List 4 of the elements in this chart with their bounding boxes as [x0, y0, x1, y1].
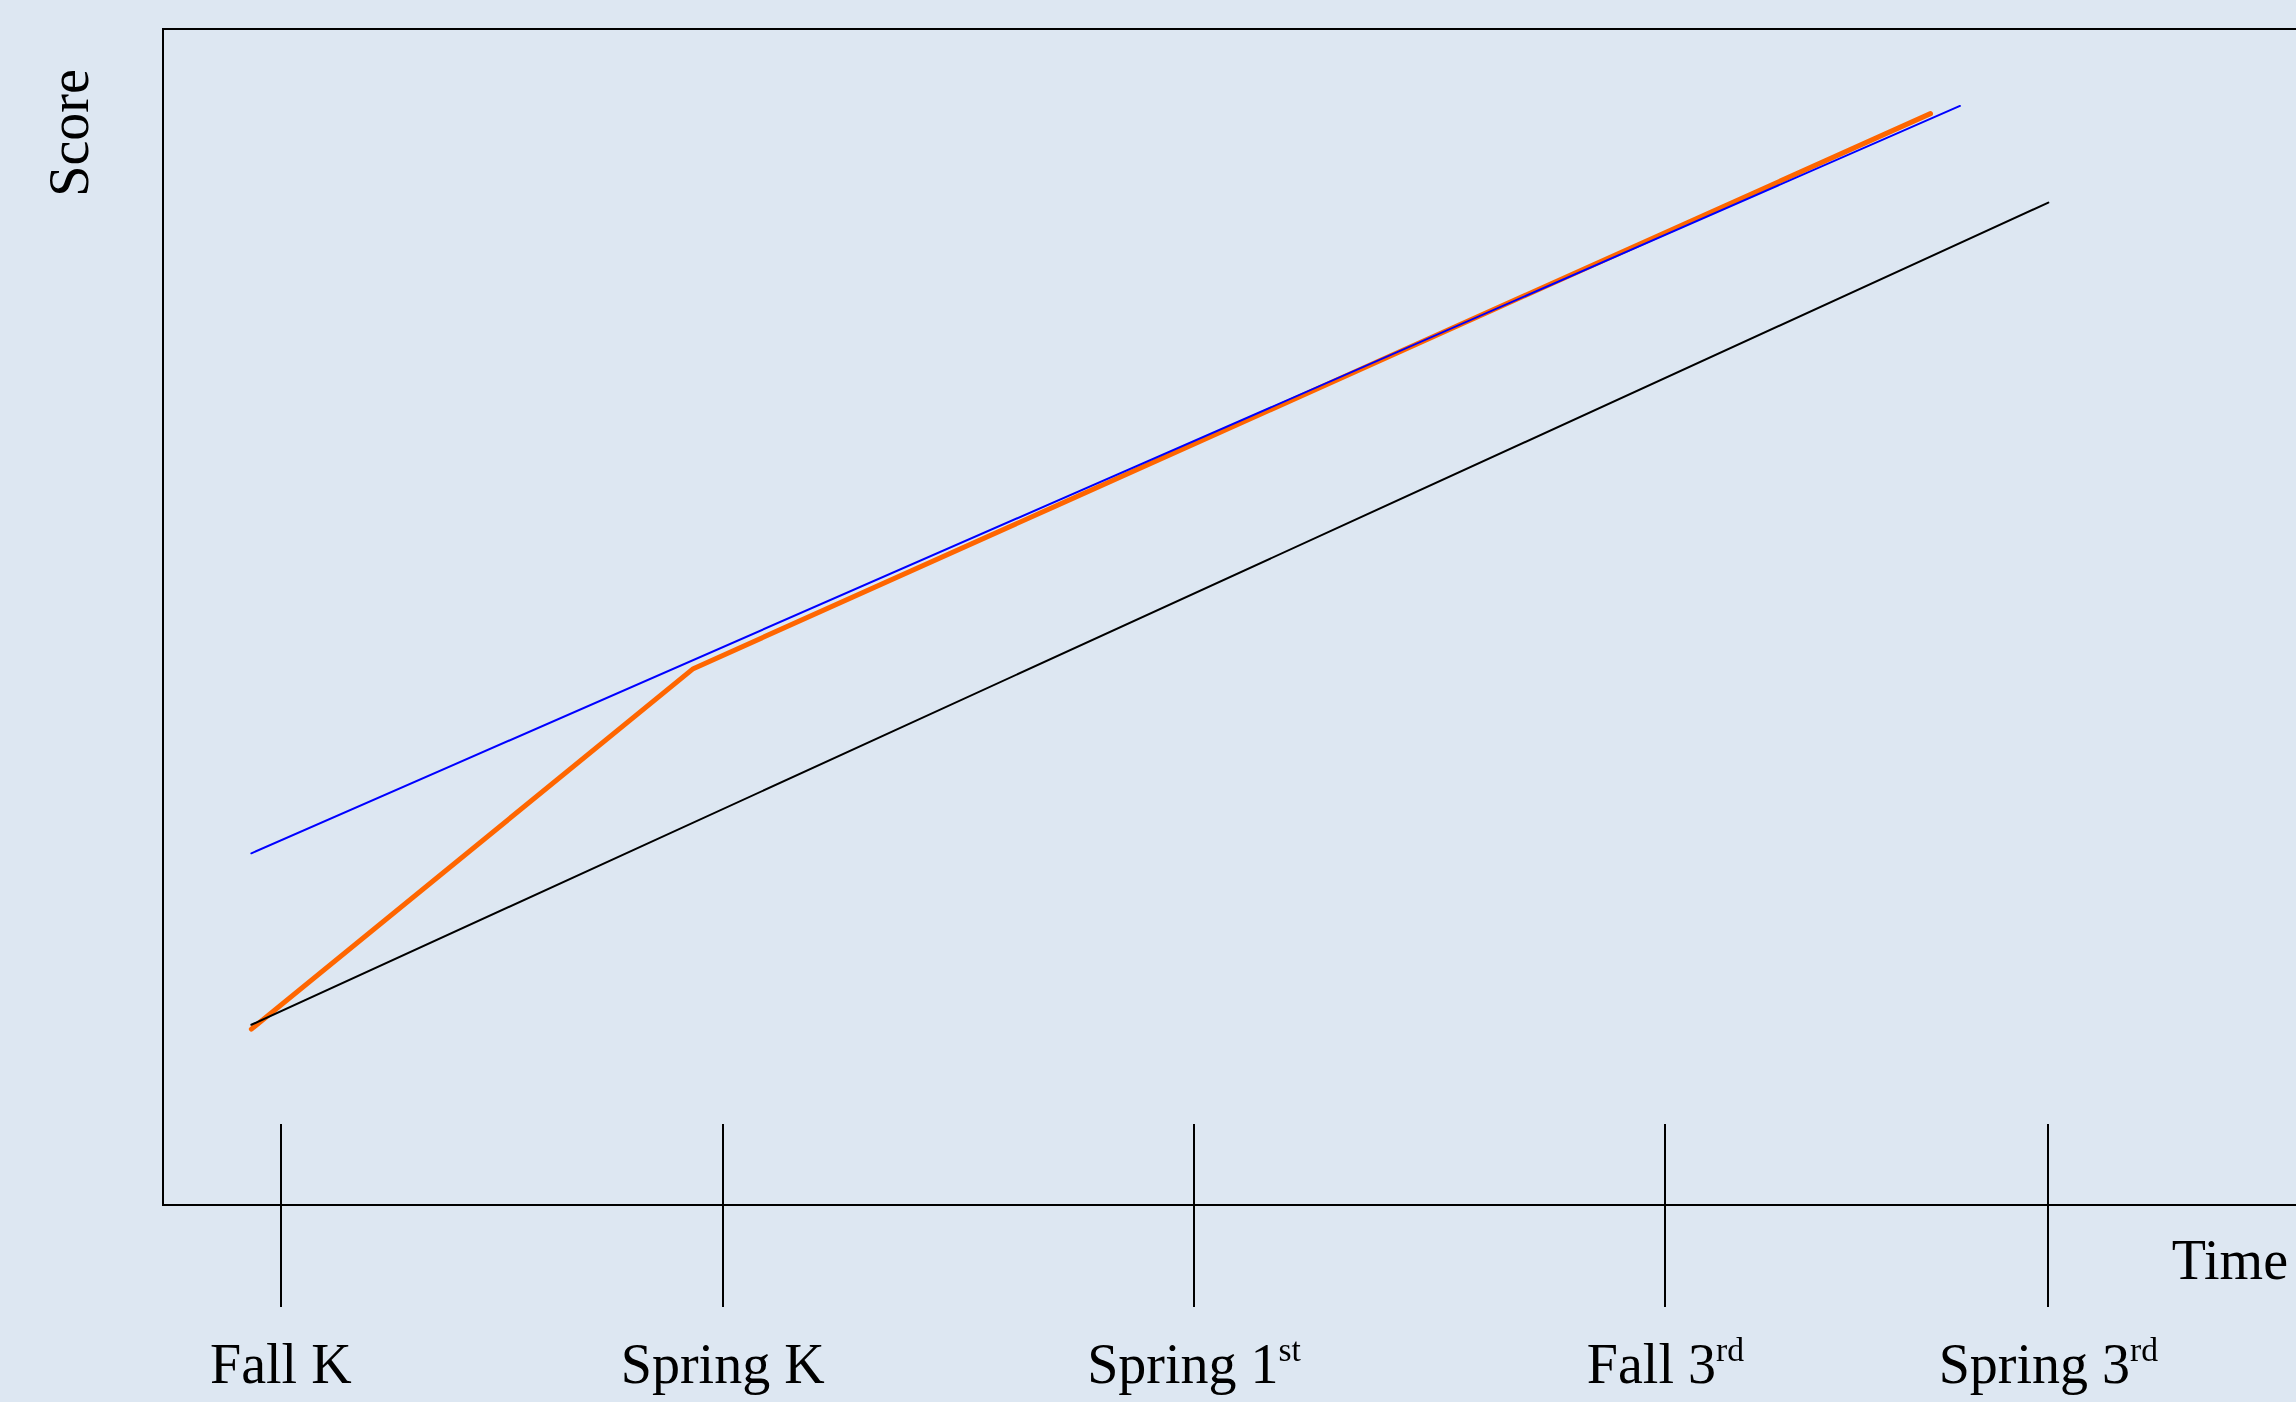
y-axis-title: Score — [38, 69, 100, 197]
x-tick-label: Fall K — [210, 1333, 352, 1395]
x-tick-label: Spring K — [620, 1333, 825, 1395]
x-axis-title: Time — [2171, 1229, 2289, 1291]
